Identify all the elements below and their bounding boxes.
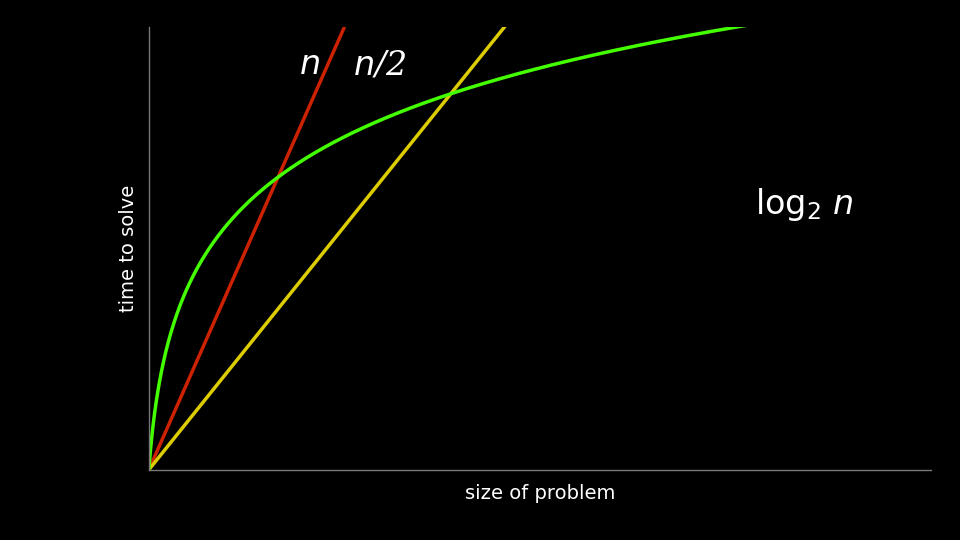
Text: $n$/2: $n$/2: [352, 49, 406, 81]
Text: $n$: $n$: [299, 49, 320, 81]
Text: log$_2$ $n$: log$_2$ $n$: [756, 186, 853, 222]
Y-axis label: time to solve: time to solve: [119, 185, 137, 312]
X-axis label: size of problem: size of problem: [465, 484, 615, 503]
